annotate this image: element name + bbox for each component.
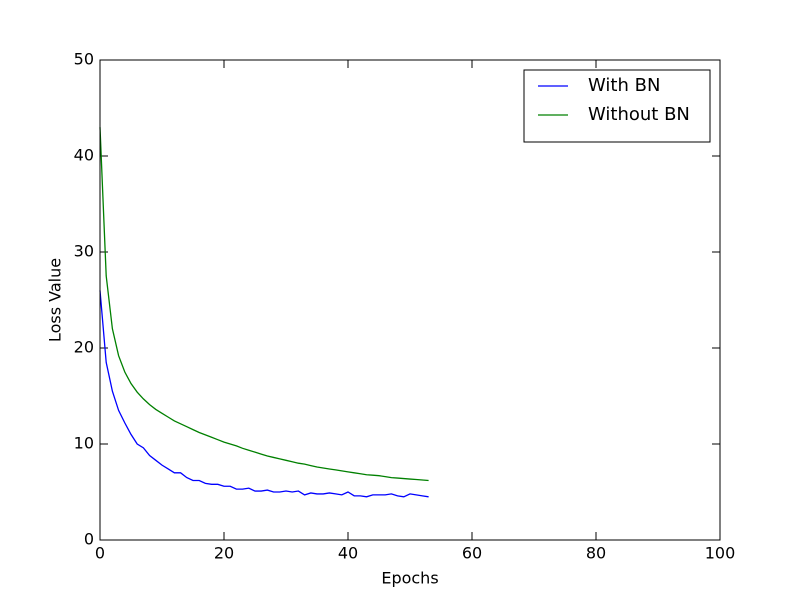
x-tick-label: 40 <box>338 544 358 563</box>
x-tick-label: 100 <box>705 544 736 563</box>
x-tick-label: 20 <box>214 544 234 563</box>
y-axis-label: Loss Value <box>46 258 65 342</box>
legend-box <box>523 69 711 143</box>
y-tick-label: 20 <box>74 338 94 357</box>
x-axis-label: Epochs <box>381 569 438 588</box>
y-tick-label: 40 <box>74 146 94 165</box>
x-tick-label: 0 <box>95 544 105 563</box>
y-tick-label: 10 <box>74 434 94 453</box>
line-series <box>99 290 429 498</box>
y-tick-label: 0 <box>84 530 94 549</box>
x-tick-label: 80 <box>586 544 606 563</box>
legend-label: Without BN <box>588 104 690 125</box>
y-tick-label: 30 <box>74 242 94 261</box>
legend-label: With BN <box>588 75 660 96</box>
x-tick-label: 60 <box>462 544 482 563</box>
line-series <box>99 127 429 482</box>
plot-frame <box>99 59 721 541</box>
y-tick-label: 50 <box>74 50 94 69</box>
